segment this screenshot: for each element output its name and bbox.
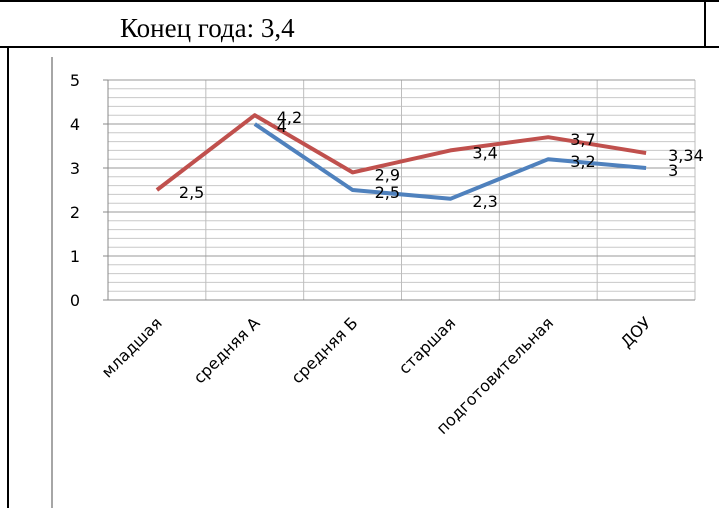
x-tick-label: старшая	[395, 313, 459, 377]
data-label: 3,7	[570, 130, 595, 149]
header-text: Конец года: 3,4	[120, 13, 295, 43]
data-label: 2,5	[179, 183, 204, 202]
data-label: 3,34	[668, 146, 704, 165]
y-tick-label: 2	[70, 203, 80, 222]
y-tick-label: 0	[70, 291, 80, 310]
x-tick-label: средняя Б	[287, 313, 361, 387]
y-tick-label: 4	[70, 115, 80, 134]
data-label: 2,5	[375, 183, 400, 202]
x-tick-label: средняя А	[190, 313, 264, 387]
series-line	[253, 122, 647, 201]
data-label: 3,4	[472, 143, 497, 162]
data-label: 2,9	[375, 165, 400, 184]
data-label: 2,3	[472, 192, 497, 211]
data-label: 3,2	[570, 152, 595, 171]
y-tick-label: 1	[70, 247, 80, 266]
y-tick-label: 5	[70, 71, 80, 90]
data-label: 3	[668, 161, 678, 180]
data-label: 4,2	[277, 108, 302, 127]
x-tick-label: младшая	[98, 313, 166, 381]
series-line	[155, 113, 647, 192]
x-tick-label: ДОУ	[617, 313, 655, 351]
y-tick-label: 3	[70, 159, 80, 178]
data-label: 4	[277, 117, 287, 136]
